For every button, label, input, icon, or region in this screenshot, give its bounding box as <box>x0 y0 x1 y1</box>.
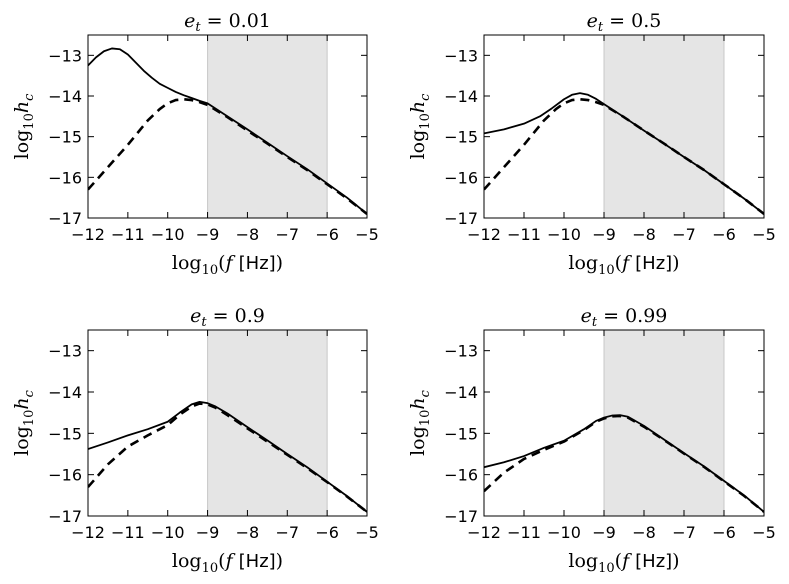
y-tick-label: −13 <box>48 46 82 65</box>
series-circular-line <box>484 97 764 215</box>
y-tick-label: −16 <box>48 168 82 187</box>
panel-4: −12 −11 −10 −9 −8 −7 −6 −5 −13 −14 −15 −16 −17 et = 0… <box>407 305 776 576</box>
shaded-band <box>207 330 328 516</box>
chart-title: et = 0.99 <box>581 305 668 330</box>
x-tick-label: −6 <box>712 523 736 542</box>
x-axis-label: log10(f [Hz]) <box>568 550 679 576</box>
chart-title: et = 0.9 <box>190 305 265 330</box>
y-axis-label: log10hc <box>11 93 37 159</box>
series-circular-line <box>88 97 367 215</box>
y-tick-label: −14 <box>48 383 82 402</box>
x-axis-label: log10(f [Hz]) <box>568 252 679 278</box>
x-tick-label: −11 <box>111 523 145 542</box>
y-tick-label: −13 <box>444 342 478 361</box>
series-group <box>484 414 764 513</box>
x-tick-label: −5 <box>355 225 379 244</box>
x-axis-label: log10(f [Hz]) <box>172 550 283 576</box>
y-tick-label: −14 <box>444 87 478 106</box>
x-tick-label: −11 <box>507 523 541 542</box>
x-tick-label: −11 <box>111 225 145 244</box>
y-tick-label: −16 <box>444 168 478 187</box>
x-tick-label: −11 <box>507 225 541 244</box>
x-tick-label: −6 <box>315 225 339 244</box>
x-tick-label: −5 <box>752 225 776 244</box>
x-tick-label: −12 <box>467 225 501 244</box>
axes-frame <box>87 329 368 517</box>
y-tick-label: −14 <box>48 87 82 106</box>
x-tick-label: −7 <box>275 225 299 244</box>
y-tick-label: −16 <box>48 466 82 485</box>
x-tick-label: −9 <box>592 523 616 542</box>
x-tick-label: −9 <box>196 523 220 542</box>
x-tick-label: −9 <box>196 225 220 244</box>
x-tick-label: −5 <box>752 523 776 542</box>
axes-frame <box>483 34 765 219</box>
x-tick-label: −8 <box>632 523 656 542</box>
y-tick-label: −17 <box>48 209 82 228</box>
x-tick-label: −10 <box>151 523 185 542</box>
y-tick-label: −15 <box>444 424 478 443</box>
panel-3: −12 −11 −10 −9 −8 −7 −6 −5 −13 −14 −15 −16 −17 et = 0… <box>11 305 379 576</box>
series-circular-line <box>484 414 764 513</box>
x-tick-label: −8 <box>632 225 656 244</box>
series-group <box>484 92 764 215</box>
x-tick-label: −9 <box>592 225 616 244</box>
y-tick-label: −15 <box>48 128 82 147</box>
panel-2: −12 −11 −10 −9 −8 −7 −6 −5 −13 −14 −15 −16 −17 et = 0… <box>407 10 776 278</box>
x-tick-label: −6 <box>712 225 736 244</box>
series-group <box>88 47 367 215</box>
y-axis-label: log10hc <box>11 389 37 455</box>
y-tick-label: −13 <box>48 342 82 361</box>
x-tick-label: −7 <box>672 225 696 244</box>
x-tick-label: −10 <box>547 225 581 244</box>
x-tick-label: −10 <box>151 225 185 244</box>
axes-frame <box>483 329 765 517</box>
x-tick-label: −7 <box>672 523 696 542</box>
y-axis-label: log10hc <box>407 93 433 159</box>
shaded-band <box>604 35 724 218</box>
x-tick-label: −8 <box>236 523 260 542</box>
x-tick-label: −10 <box>547 523 581 542</box>
x-tick-label: −12 <box>467 523 501 542</box>
x-axis-label: log10(f [Hz]) <box>172 252 283 278</box>
y-tick-label: −17 <box>48 507 82 526</box>
x-tick-label: −12 <box>71 225 105 244</box>
series-group <box>88 401 367 513</box>
y-tick-label: −17 <box>444 209 478 228</box>
y-tick-label: −17 <box>444 507 478 526</box>
x-tick-label: −12 <box>71 523 105 542</box>
panel-1: −12 −11 −10 −9 −8 −7 −6 −5 −13 −14 −15 −16 −17 et = 0… <box>11 10 379 278</box>
chart-title: et = 0.5 <box>587 10 662 35</box>
chart-title: et = 0.01 <box>184 10 271 35</box>
y-tick-label: −15 <box>444 128 478 147</box>
shaded-band <box>604 330 724 516</box>
y-tick-label: −13 <box>444 46 478 65</box>
x-tick-label: −7 <box>275 523 299 542</box>
y-axis-label: log10hc <box>407 389 433 455</box>
y-tick-label: −15 <box>48 424 82 443</box>
y-tick-label: −16 <box>444 466 478 485</box>
x-tick-label: −5 <box>355 523 379 542</box>
x-tick-label: −8 <box>236 225 260 244</box>
shaded-band <box>207 35 328 218</box>
series-circular-line <box>88 402 367 513</box>
x-tick-label: −6 <box>315 523 339 542</box>
axes-frame <box>87 34 368 219</box>
y-tick-label: −14 <box>444 383 478 402</box>
